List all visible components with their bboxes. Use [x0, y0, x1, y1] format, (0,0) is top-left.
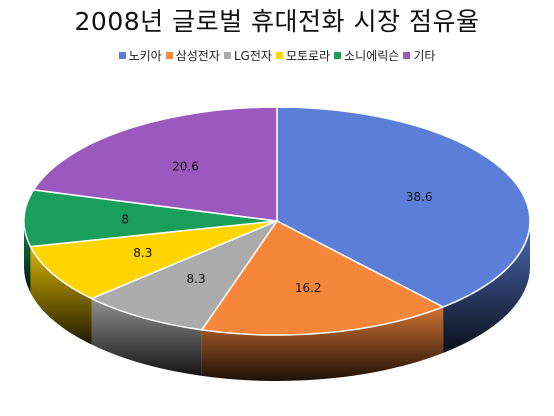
- legend-label: 노키아: [128, 49, 162, 63]
- data-labels: 38.6 16.2 8.3 8.3 8 20.6: [121, 159, 432, 295]
- legend-swatch: [223, 52, 231, 59]
- pie-slice-1: [201, 220, 444, 336]
- pie-sides: [24, 221, 530, 381]
- pie-slice-4: [23, 189, 278, 248]
- legend-swatch: [403, 52, 411, 59]
- chart-title: 2008년 글로벌 휴대전화 시장 점유율: [74, 7, 480, 36]
- legend-item: 노키아: [118, 47, 162, 64]
- pie-side-3: [30, 246, 92, 345]
- data-label: 16.2: [295, 281, 322, 295]
- pie-side-2: [91, 298, 202, 376]
- data-label: 8.3: [133, 246, 152, 260]
- legend-item: 모토로라: [275, 47, 331, 64]
- pie-slices: [23, 106, 531, 336]
- legend-item: 기타: [403, 47, 435, 64]
- data-label: 38.6: [406, 190, 433, 204]
- pie-side-0: [443, 221, 530, 353]
- legend-item: 소니에릭슨: [334, 47, 399, 64]
- legend-item: LG전자: [223, 47, 272, 64]
- legend-swatch: [118, 52, 126, 59]
- pie-slice-0: [276, 106, 531, 308]
- data-label: 8.3: [187, 272, 206, 286]
- legend-label: 소니에릭슨: [344, 49, 400, 63]
- pie-slice-5: [32, 106, 278, 222]
- legend-label: 기타: [413, 49, 436, 63]
- legend-swatch: [165, 52, 173, 59]
- pie-slice-2: [90, 220, 278, 331]
- pie-side-1: [201, 306, 444, 381]
- pie-side-4: [24, 221, 31, 293]
- legend-label: 삼성전자: [175, 49, 220, 63]
- legend: 노키아 삼성전자 LG전자 모토로라 소니에릭슨 기타: [0, 47, 554, 64]
- legend-label: LG전자: [233, 49, 272, 63]
- data-label: 8: [121, 212, 129, 226]
- legend-swatch: [275, 52, 283, 59]
- legend-label: 모토로라: [285, 49, 331, 63]
- data-label: 20.6: [172, 159, 199, 173]
- legend-item: 삼성전자: [165, 47, 220, 64]
- legend-swatch: [334, 52, 342, 59]
